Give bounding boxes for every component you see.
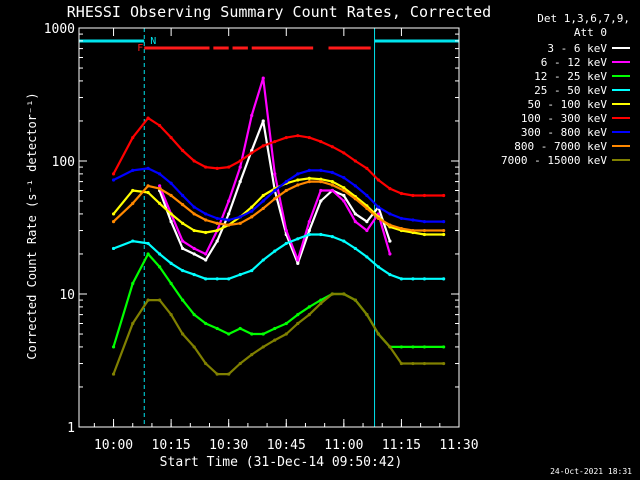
legend-header-line-1: Det 1,3,6,7,9, bbox=[537, 12, 630, 25]
legend-label-8: 800 - 7000 keV bbox=[514, 140, 607, 153]
x-tick-label: 10:00 bbox=[94, 438, 133, 453]
legend-label-5: 50 - 100 keV bbox=[528, 98, 608, 111]
x-tick-label: 11:30 bbox=[439, 438, 478, 453]
legend-label-1: 3 - 6 keV bbox=[547, 42, 607, 55]
series-25-50keV bbox=[111, 232, 446, 281]
series-line-8 bbox=[112, 180, 444, 232]
legend-label-2: 6 - 12 keV bbox=[541, 56, 608, 69]
legend-label-9: 7000 - 15000 keV bbox=[501, 154, 607, 167]
x-tick-label: 11:00 bbox=[324, 438, 363, 453]
series-line-2 bbox=[158, 76, 391, 262]
x-tick-label: 10:30 bbox=[209, 438, 248, 453]
series-line-9 bbox=[112, 292, 444, 376]
chart-title: RHESSI Observing Summary Count Rates, Co… bbox=[67, 3, 491, 21]
legend-label-7: 300 - 800 keV bbox=[521, 126, 607, 139]
series-100-300keV bbox=[111, 116, 446, 198]
y-tick-label: 1000 bbox=[44, 22, 75, 37]
flare-flag-label: F bbox=[137, 43, 143, 54]
x-tick-label: 11:15 bbox=[382, 438, 421, 453]
y-tick-label: 1 bbox=[67, 421, 75, 436]
series-7000-15000keV bbox=[111, 292, 446, 376]
footer-date: 24-Oct-2021 18:31 bbox=[550, 467, 632, 476]
y-tick-label: 10 bbox=[59, 288, 75, 303]
x-tick-label: 10:45 bbox=[267, 438, 306, 453]
series-line-7 bbox=[113, 167, 444, 223]
x-axis-label: Start Time (31-Dec-14 09:50:42) bbox=[160, 455, 403, 470]
legend-header-line-2: Att 0 bbox=[574, 26, 607, 39]
legend-label-3: 12 - 25 keV bbox=[534, 70, 607, 83]
series-300-800keV bbox=[111, 166, 446, 224]
series-line-4 bbox=[113, 233, 444, 280]
y-axis-label: Corrected Count Rate (s⁻¹ detector⁻¹) bbox=[25, 92, 39, 359]
x-tick-label: 10:15 bbox=[152, 438, 191, 453]
series-line-6 bbox=[112, 116, 444, 197]
plot-area: NF bbox=[78, 28, 460, 427]
y-tick-label: 100 bbox=[52, 155, 75, 170]
plot-frame bbox=[78, 27, 460, 428]
legend-label-4: 25 - 50 keV bbox=[534, 84, 607, 97]
series-800-7000keV bbox=[111, 180, 446, 233]
legend-label-6: 100 - 300 keV bbox=[521, 112, 607, 125]
axis-ticks: 1 10 100 1000 10:00 10:15 10:30 10:45 11:00 11:15… bbox=[44, 22, 479, 453]
night-flag-label: N bbox=[150, 36, 156, 47]
